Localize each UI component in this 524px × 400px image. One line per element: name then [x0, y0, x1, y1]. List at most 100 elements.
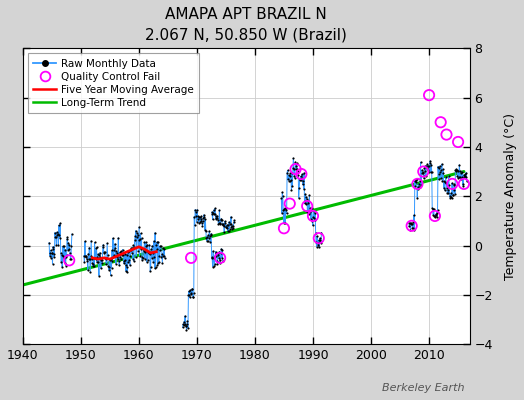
- Point: [442, 131, 451, 138]
- Point: [291, 159, 300, 165]
- Point: [412, 176, 421, 182]
- Point: [206, 238, 214, 245]
- Point: [220, 223, 228, 229]
- Point: [187, 255, 195, 261]
- Point: [219, 220, 227, 227]
- Point: [95, 272, 103, 279]
- Point: [154, 262, 162, 268]
- Point: [278, 210, 286, 216]
- Point: [50, 251, 59, 257]
- Point: [297, 173, 305, 180]
- Point: [449, 192, 457, 198]
- Point: [137, 246, 145, 252]
- Point: [96, 254, 105, 260]
- Point: [286, 178, 294, 184]
- Point: [226, 221, 235, 227]
- Point: [443, 185, 451, 192]
- Point: [117, 248, 125, 254]
- Point: [436, 169, 445, 176]
- Point: [282, 206, 290, 213]
- Point: [191, 213, 200, 219]
- Point: [422, 163, 431, 169]
- Point: [418, 168, 427, 175]
- Point: [197, 217, 205, 224]
- Point: [217, 217, 226, 223]
- Point: [461, 171, 470, 178]
- Point: [98, 257, 106, 264]
- Point: [296, 176, 304, 182]
- Point: [47, 254, 55, 261]
- Point: [215, 220, 223, 226]
- Point: [104, 264, 113, 270]
- Point: [128, 250, 136, 256]
- Point: [279, 193, 287, 200]
- Point: [304, 200, 313, 206]
- Point: [188, 286, 196, 292]
- Point: [300, 200, 309, 206]
- Point: [125, 257, 134, 263]
- Point: [412, 178, 420, 185]
- Point: [408, 221, 416, 228]
- Point: [311, 230, 320, 236]
- Point: [452, 166, 461, 172]
- Point: [154, 238, 162, 245]
- Point: [201, 216, 210, 222]
- Point: [455, 174, 463, 181]
- Point: [159, 245, 168, 251]
- Point: [292, 166, 300, 172]
- Point: [214, 250, 222, 257]
- Point: [226, 220, 234, 227]
- Point: [87, 238, 95, 244]
- Point: [180, 320, 189, 327]
- Point: [67, 242, 75, 249]
- Point: [209, 248, 217, 254]
- Point: [301, 198, 309, 204]
- Point: [211, 248, 220, 255]
- Point: [118, 252, 126, 258]
- Point: [218, 221, 226, 228]
- Point: [130, 236, 139, 243]
- Point: [208, 254, 216, 261]
- Point: [458, 169, 466, 175]
- Point: [61, 246, 69, 253]
- Point: [110, 252, 118, 259]
- Point: [64, 247, 72, 253]
- Point: [299, 186, 308, 192]
- Point: [453, 173, 462, 180]
- Point: [154, 260, 162, 266]
- Point: [281, 205, 290, 211]
- Point: [289, 165, 297, 172]
- Point: [219, 258, 227, 264]
- Point: [57, 259, 66, 265]
- Point: [45, 239, 53, 246]
- Point: [405, 223, 413, 230]
- Point: [151, 264, 160, 270]
- Point: [280, 206, 288, 212]
- Point: [146, 268, 155, 274]
- Point: [212, 250, 221, 256]
- Point: [204, 235, 213, 242]
- Point: [144, 256, 152, 263]
- Point: [185, 294, 194, 301]
- Point: [86, 253, 95, 260]
- Point: [99, 244, 107, 250]
- Point: [280, 205, 289, 211]
- Point: [425, 159, 434, 166]
- Point: [106, 272, 115, 278]
- Point: [310, 215, 319, 222]
- Point: [444, 190, 452, 196]
- Point: [302, 201, 311, 207]
- Point: [308, 205, 316, 211]
- Point: [83, 256, 91, 262]
- Point: [431, 213, 439, 220]
- Point: [452, 168, 460, 174]
- Point: [191, 222, 199, 228]
- Point: [125, 248, 133, 254]
- Point: [152, 239, 161, 246]
- Point: [50, 254, 58, 260]
- Point: [126, 262, 134, 268]
- Point: [109, 235, 117, 241]
- Point: [160, 252, 168, 259]
- Point: [110, 247, 118, 254]
- Point: [298, 181, 307, 188]
